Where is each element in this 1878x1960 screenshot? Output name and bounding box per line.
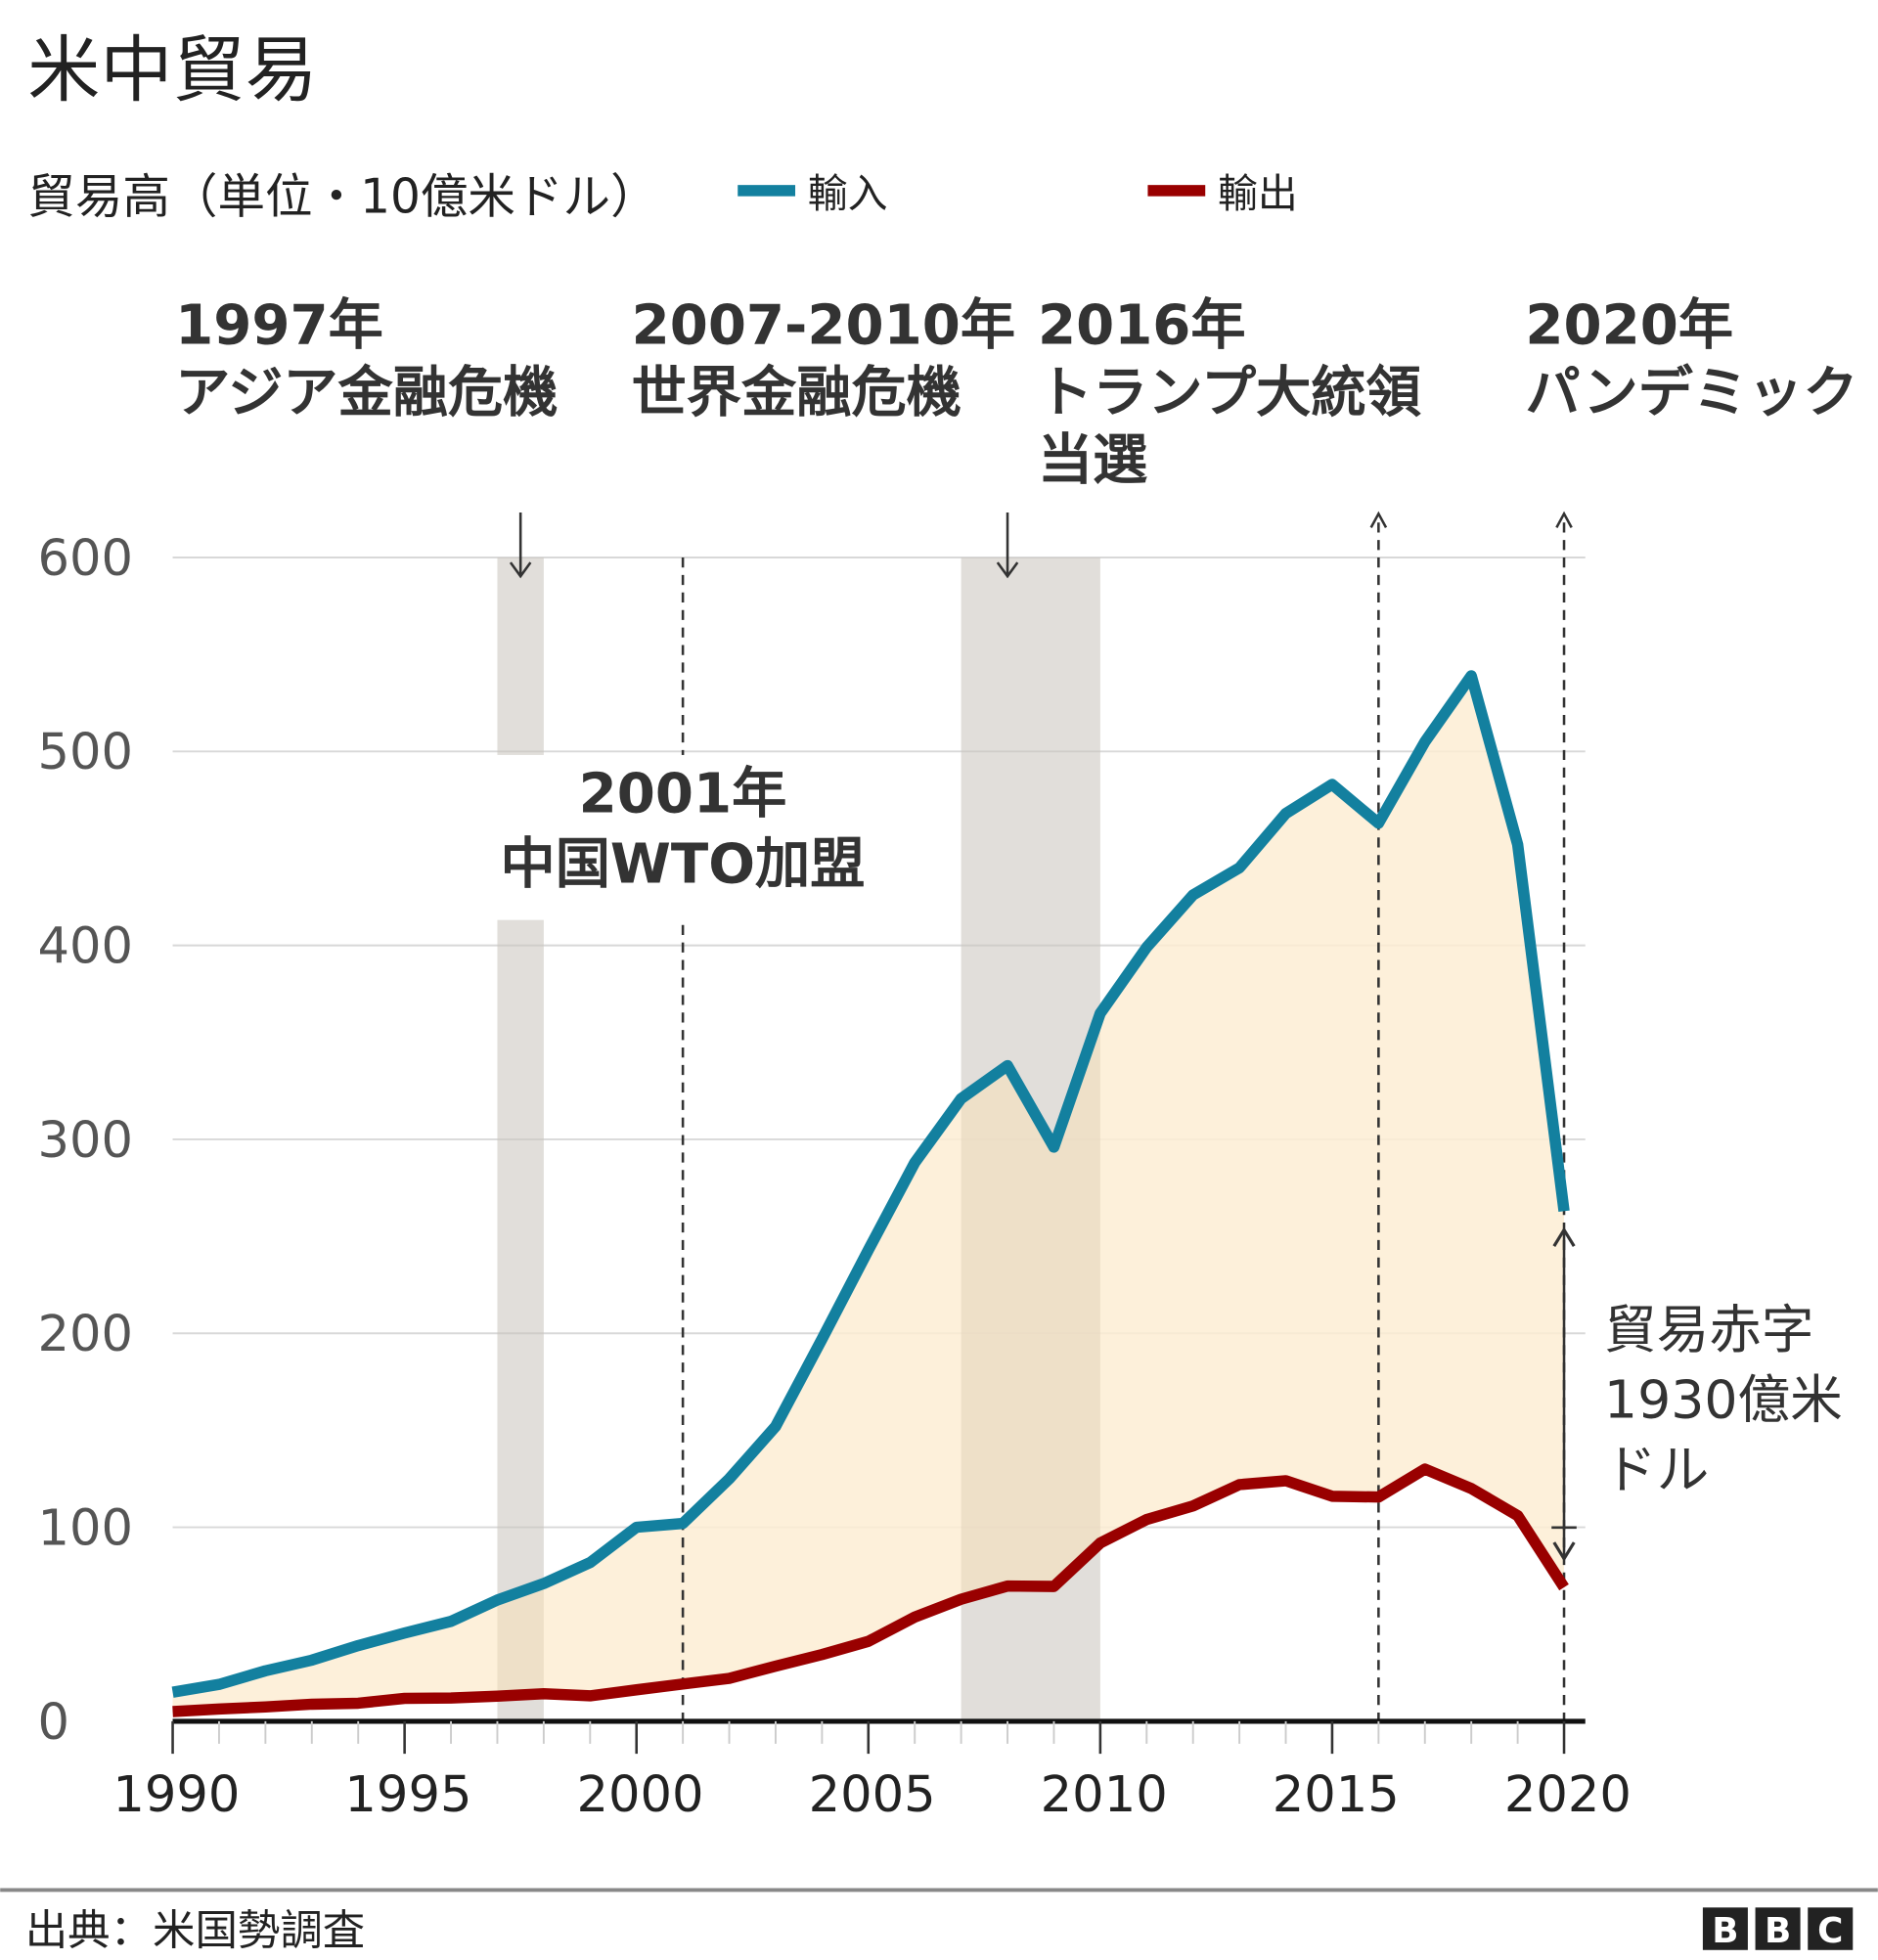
shaded-overlay-1997 <box>497 557 544 1721</box>
annotation-a2001: 2001年 <box>579 763 787 826</box>
x-tick-label: 2015 <box>1273 1766 1400 1824</box>
x-tick-label: 2020 <box>1504 1766 1632 1824</box>
legend-swatch-imports <box>738 185 796 197</box>
annotation-a1997: 1997年 <box>175 293 383 357</box>
annotation-a2020: 2020年 <box>1525 293 1733 357</box>
y-tick-label: 200 <box>38 1306 134 1363</box>
y-tick-label: 300 <box>38 1112 134 1170</box>
up-arrow-icon <box>1369 511 1388 528</box>
annotation-a2007: 2007-2010年 <box>632 293 1015 357</box>
svg-text:B: B <box>1712 1911 1738 1951</box>
annotation-bg <box>495 754 871 920</box>
svg-text:B: B <box>1765 1911 1791 1951</box>
x-tick-label: 2000 <box>577 1766 704 1824</box>
annotation-deficit: 貿易赤字 <box>1604 1299 1814 1360</box>
x-tick-label: 2010 <box>1041 1766 1168 1824</box>
legend-label-imports: 輸入 <box>808 170 888 217</box>
shaded-overlay-2007 <box>961 557 1100 1721</box>
up-arrow-icon <box>1555 511 1573 528</box>
legend-label-exports: 輸出 <box>1218 170 1298 217</box>
y-tick-label: 600 <box>38 530 134 588</box>
bbc-logo: B B C <box>1702 1907 1854 1951</box>
legend-swatch-exports <box>1147 185 1206 197</box>
chart-title: 米中貿易 <box>27 28 317 112</box>
y-tick-label: 0 <box>38 1694 70 1752</box>
arrowhead <box>1552 1226 1576 1247</box>
y-tick-label: 500 <box>38 724 134 781</box>
annotation-a2020: パンデミック <box>1525 361 1857 424</box>
legend: 輸入 輸出 <box>738 170 1298 217</box>
chart-subtitle: 貿易高（単位・10億米ドル） <box>27 169 657 224</box>
y-tick-label: 100 <box>38 1499 134 1557</box>
x-tick-label: 2005 <box>809 1766 936 1824</box>
svg-text:C: C <box>1817 1911 1843 1951</box>
annotation-a2016: トランプ大統領 <box>1038 361 1422 424</box>
annotation-deficit: ドル <box>1604 1439 1709 1500</box>
annotation-a2001: 中国WTO加盟 <box>500 832 865 896</box>
x-tick-label: 1990 <box>112 1766 240 1824</box>
arrowhead <box>996 561 1019 579</box>
annotation-a2007: 世界金融危機 <box>632 361 961 424</box>
arrowhead <box>509 561 532 579</box>
annotation-a2016: 2016年 <box>1038 293 1246 357</box>
x-tick-label: 1995 <box>344 1766 471 1824</box>
annotation-deficit: 1930億米 <box>1604 1368 1843 1430</box>
annotation-a1997: アジア金融危機 <box>175 361 558 424</box>
arrowhead <box>1552 1541 1576 1562</box>
source-note: 出典：米国勢調査 <box>25 1907 366 1956</box>
deficit-area <box>172 675 1565 1712</box>
annotation-a2016: 当選 <box>1038 428 1147 492</box>
y-tick-label: 400 <box>38 918 134 976</box>
